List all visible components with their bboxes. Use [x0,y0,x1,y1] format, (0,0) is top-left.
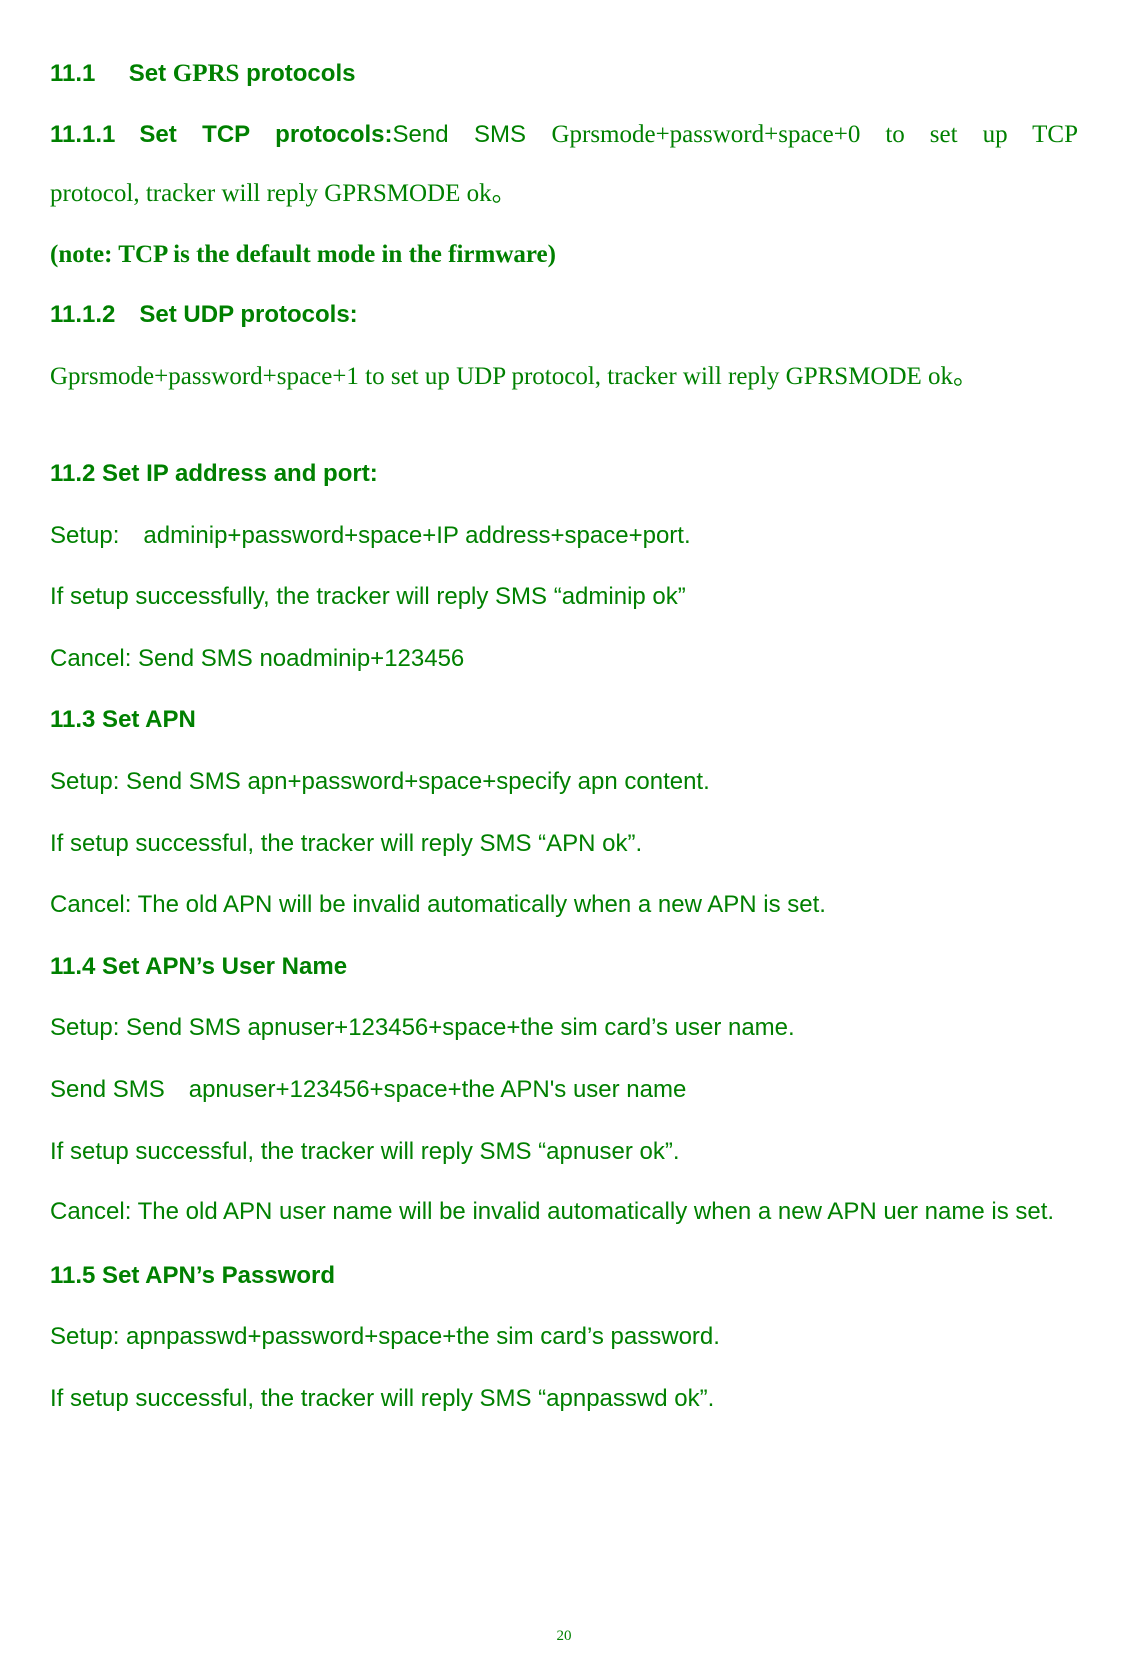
body-line: Setup: Send SMS apn+password+space+speci… [50,753,1078,811]
line: 11.1.1 Set TCP protocols:Send SMS Gprsmo… [50,106,1078,165]
heading-11-2: 11.2 Set IP address and port: [50,445,1078,503]
body-line: Cancel: Send SMS noadminip+123456 [50,630,1078,688]
line: protocol, tracker will reply GPRSMODE ok… [50,165,1078,224]
t: Send SMS [393,121,552,148]
heading-num: 11.1 [50,60,95,87]
t: GPRS [173,60,240,87]
body-line: If setup successful, the tracker will re… [50,1370,1078,1428]
t: S [129,60,145,87]
body-11-1-2: Gprsmode+password+space+1 to set up UDP … [50,347,1078,407]
subsection-label: 11.1.1 Set TCP protocols: [50,121,393,148]
section-11-1-1: 11.1.1 Set TCP protocols:Send SMS Gprsmo… [50,106,1078,224]
t: et [145,60,173,87]
heading-11-1: 11.1 Set GPRS protocols [50,60,1078,88]
heading-11-4: 11.4 Set APN’s User Name [50,938,1078,996]
heading-11-5: 11.5 Set APN’s Password [50,1247,1078,1305]
body-line: If setup successful, the tracker will re… [50,815,1078,873]
body-line: Cancel: The old APN user name will be in… [50,1184,1078,1240]
t: protocols [239,60,355,87]
t: Gprsmode+password+space+0 to set up TCP [551,121,1078,148]
heading-11-3: 11.3 Set APN [50,691,1078,749]
body-line: Setup: Send SMS apnuser+123456+space+the… [50,999,1078,1057]
body-line: Setup: apnpasswd+password+space+the sim … [50,1308,1078,1366]
heading-text-part: Set GPRS protocols [129,60,356,87]
body-line: Cancel: The old APN will be invalid auto… [50,876,1078,934]
page-number: 20 [0,1628,1128,1645]
body-line: Setup: adminip+password+space+IP address… [50,507,1078,565]
document-page: 11.1 Set GPRS protocols 11.1.1 Set TCP p… [0,0,1128,1665]
note-line: (note: TCP is the default mode in the fi… [50,230,1078,280]
subsection-label-11-1-2: 11.1.2 Set UDP protocols: [50,286,1078,344]
body-line: If setup successfully, the tracker will … [50,568,1078,626]
spacer [50,411,1078,445]
body-line: Send SMS apnuser+123456+space+the APN's … [50,1061,1078,1119]
body-line: If setup successful, the tracker will re… [50,1123,1078,1181]
